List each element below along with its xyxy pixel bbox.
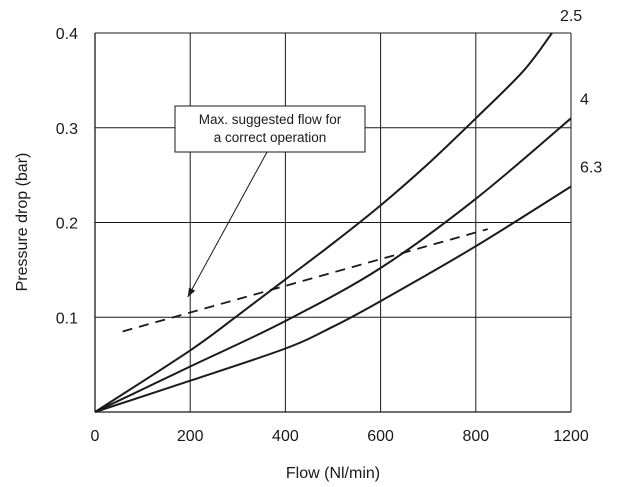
series-line-4 — [94, 117, 572, 413]
series-line-2.5 — [94, 32, 553, 413]
annotation-arrowhead — [187, 287, 196, 297]
y-tick-label: 0.1 — [56, 310, 78, 327]
x-tick-label: 200 — [177, 428, 204, 445]
annotation-box — [174, 105, 366, 153]
y-tick-label: 0.4 — [56, 26, 78, 43]
x-tick-label: 1200 — [553, 428, 589, 445]
x-tick-label: 0 — [91, 428, 100, 445]
axes — [94, 32, 572, 413]
grid — [95, 32, 571, 412]
tick-labels: 0 200 400 600 800 1200 0.1 0.2 0.3 0.4 — [56, 26, 589, 445]
series-line-6.3 — [94, 185, 572, 413]
series-label-4: 4 — [580, 91, 589, 108]
max-flow-dashed-line — [122, 228, 488, 333]
y-tick-label: 0.3 — [56, 121, 78, 138]
x-tick-label: 800 — [462, 428, 489, 445]
y-axis-title: Pressure drop (bar) — [14, 153, 31, 292]
annotation-arrow — [187, 151, 268, 298]
x-tick-label: 400 — [272, 428, 299, 445]
limit-line-layer — [122, 228, 488, 333]
series-layer: 2.5 4 6.3 — [94, 8, 602, 413]
annotation-line-1: Max. suggested flow for — [199, 112, 342, 127]
annotation: Max. suggested flow for a correct operat… — [174, 105, 366, 298]
x-tick-label: 600 — [367, 428, 394, 445]
series-label-2.5: 2.5 — [560, 8, 582, 25]
y-tick-label: 0.2 — [56, 216, 78, 233]
series-label-6.3: 6.3 — [580, 159, 602, 176]
annotation-line-2: a correct operation — [214, 130, 327, 145]
x-axis-title: Flow (Nl/min) — [286, 465, 380, 482]
